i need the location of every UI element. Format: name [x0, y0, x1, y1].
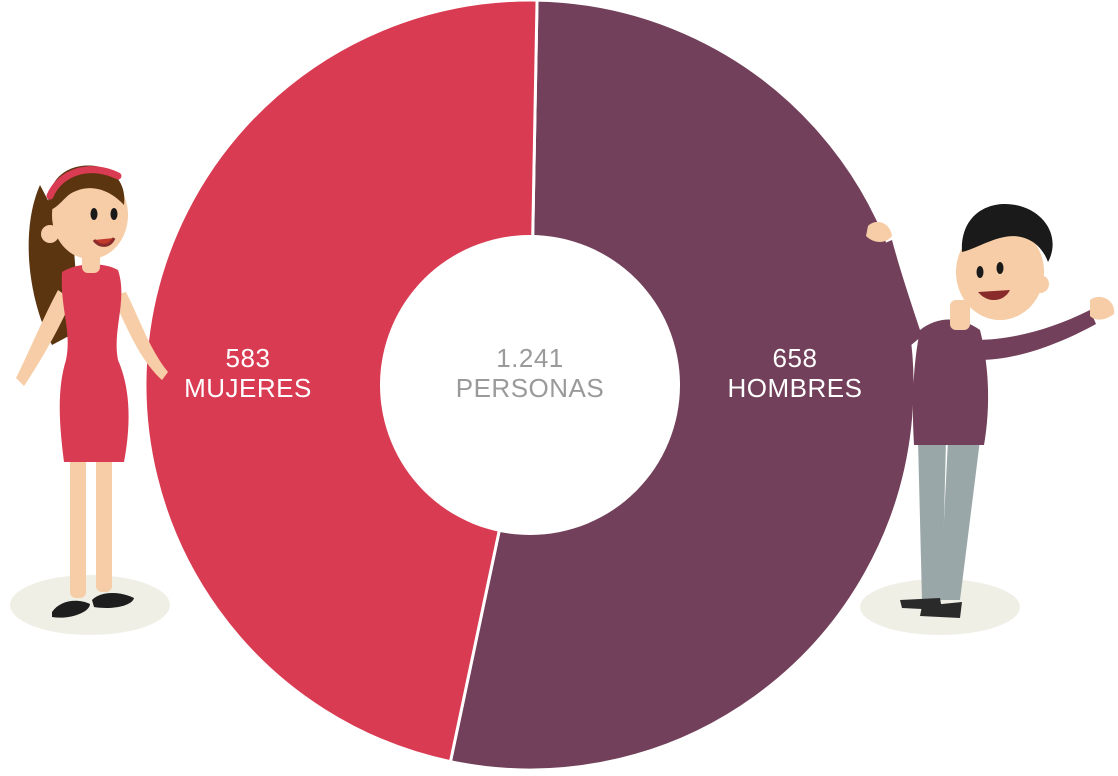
- women-value: 583: [178, 344, 318, 374]
- women-category: MUJERES: [178, 374, 318, 404]
- men-category: HOMBRES: [725, 374, 865, 404]
- men-slice-label: 658 HOMBRES: [725, 344, 865, 404]
- men-value: 658: [725, 344, 865, 374]
- total-unit: PERSONAS: [440, 374, 620, 404]
- woman-ground-shadow: [10, 575, 170, 635]
- women-slice-label: 583 MUJERES: [178, 344, 318, 404]
- total-value: 1.241: [440, 344, 620, 374]
- center-total-label: 1.241 PERSONAS: [440, 344, 620, 404]
